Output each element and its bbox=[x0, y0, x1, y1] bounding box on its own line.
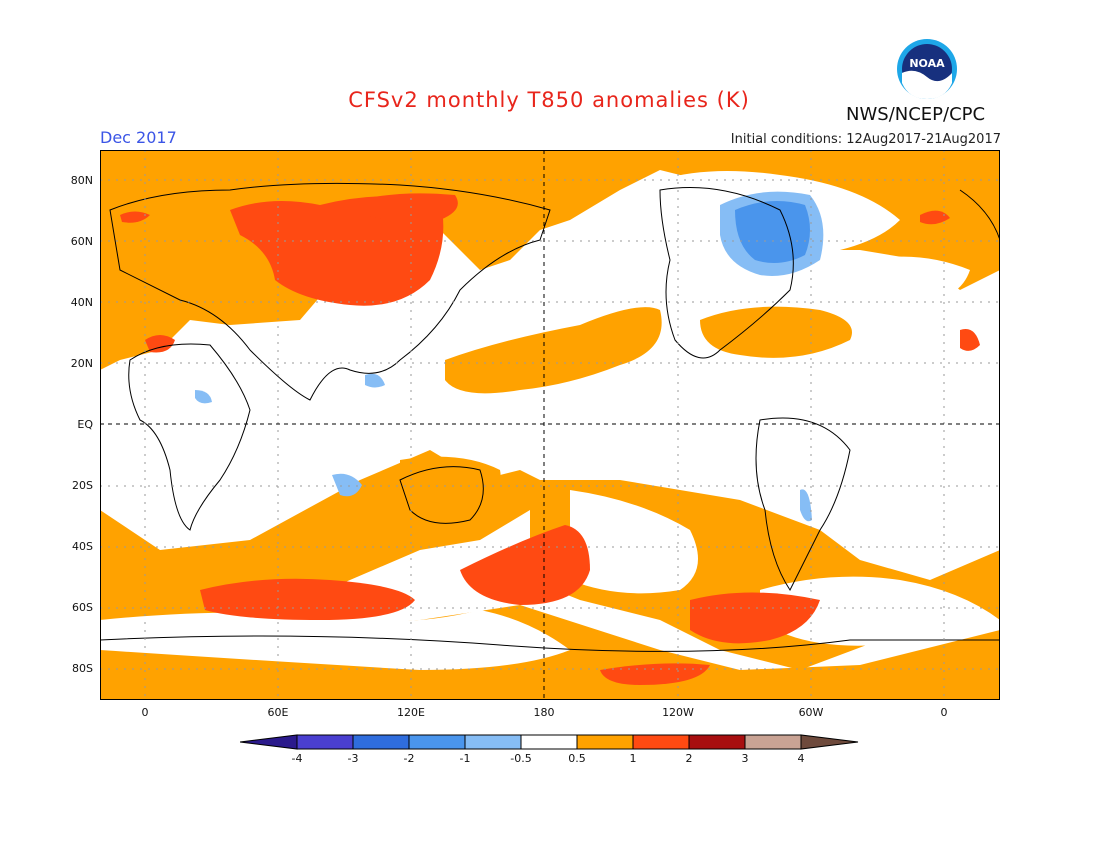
lon-label: 180 bbox=[533, 706, 555, 719]
anomaly-map bbox=[100, 150, 1000, 700]
lat-label: 80S bbox=[72, 662, 93, 675]
colorbar-label: 0.5 bbox=[568, 752, 586, 765]
colorbar bbox=[240, 734, 859, 750]
initial-conditions: Initial conditions: 12Aug2017-21Aug2017 bbox=[730, 132, 1001, 147]
colorbar-segment bbox=[688, 734, 746, 750]
colorbar-max-triangle bbox=[800, 734, 859, 750]
lon-label: 60E bbox=[267, 706, 289, 719]
lat-label: 60N bbox=[70, 235, 93, 248]
lon-label: 120W bbox=[662, 706, 694, 719]
colorbar-label: 1 bbox=[629, 752, 637, 765]
colorbar-label: -1 bbox=[459, 752, 471, 765]
colorbar-segment bbox=[352, 734, 410, 750]
colorbar-segment bbox=[744, 734, 802, 750]
lon-label: 60W bbox=[798, 706, 824, 719]
lat-label: 20S bbox=[72, 479, 93, 492]
colorbar-label: -3 bbox=[347, 752, 359, 765]
colorbar-label: 2 bbox=[685, 752, 693, 765]
colorbar-label: -2 bbox=[403, 752, 415, 765]
lon-label: 0 bbox=[141, 706, 149, 719]
lat-label: 40S bbox=[72, 540, 93, 553]
graticule bbox=[100, 150, 1000, 700]
map-title: CFSv2 monthly T850 anomalies (K) bbox=[348, 88, 750, 112]
colorbar-label: -4 bbox=[291, 752, 303, 765]
colorbar-segment bbox=[520, 734, 578, 750]
lat-label: 80N bbox=[70, 174, 93, 187]
lat-label: 60S bbox=[72, 601, 93, 614]
colorbar-segment bbox=[576, 734, 634, 750]
lon-label: 0 bbox=[940, 706, 948, 719]
colorbar-label: 4 bbox=[797, 752, 805, 765]
anomaly-red-regions bbox=[120, 193, 980, 685]
colorbar-label: -0.5 bbox=[510, 752, 532, 765]
lat-label: 40N bbox=[70, 296, 93, 309]
colorbar-segment bbox=[632, 734, 690, 750]
colorbar-segment bbox=[296, 734, 354, 750]
forecast-period: Dec 2017 bbox=[100, 128, 177, 147]
lon-label: 120E bbox=[397, 706, 425, 719]
colorbar-segment bbox=[464, 734, 522, 750]
lat-label: EQ bbox=[77, 418, 93, 431]
svg-text:NOAA: NOAA bbox=[909, 57, 945, 70]
agency-label: NWS/NCEP/CPC bbox=[846, 104, 986, 125]
noaa-logo-icon: NOAA bbox=[897, 39, 957, 99]
colorbar-segment bbox=[408, 734, 466, 750]
colorbar-min-triangle bbox=[240, 734, 298, 750]
coastlines bbox=[100, 182, 1000, 652]
anomaly-blue-regions bbox=[195, 191, 824, 522]
colorbar-label: 3 bbox=[741, 752, 749, 765]
lat-label: 20N bbox=[70, 357, 93, 370]
